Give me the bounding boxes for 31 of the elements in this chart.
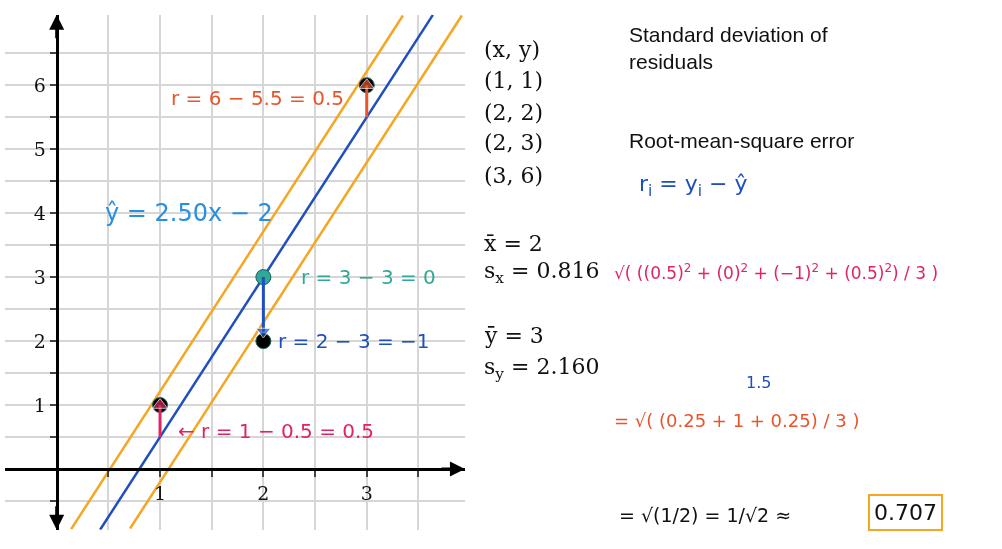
y-tick-label: 1 — [33, 393, 46, 416]
x-tick-label: 2 — [257, 481, 270, 504]
text: r$_{i}$ = y$_{i}$ − ŷ — [639, 171, 748, 200]
y-tick-label: 5 — [33, 137, 46, 160]
x-tick-label: 3 — [360, 481, 373, 504]
text: 1.5 — [746, 373, 772, 392]
text: (2, 3) — [484, 130, 544, 155]
y-tick-label: 2 — [33, 329, 46, 352]
annotation: r = 2 − 3 = −1 — [278, 329, 430, 353]
text: = √(1/2) = 1/√2 ≈ — [619, 504, 792, 526]
text: x̄ = 2 — [484, 231, 543, 256]
text: (2, 2) — [484, 100, 544, 125]
annotation: r = 3 − 3 = 0 — [301, 265, 436, 289]
annotation: ŷ = 2.50x − 2 — [105, 199, 273, 227]
annotation: r = 6 − 5.5 = 0.5 — [171, 86, 344, 110]
text: ȳ = 3 — [484, 323, 544, 348]
y-tick-label: 3 — [33, 265, 46, 288]
text: Standard deviation of residuals — [629, 23, 828, 74]
text: 0.707 — [874, 500, 937, 525]
text: s$_{x}$ = 0.816 — [484, 258, 600, 287]
text: (1, 1) — [484, 68, 544, 93]
text: (x, y) — [484, 37, 540, 62]
text: √( ((0.5)$^{2}$ + (0)$^{2}$ + (−1)$^{2}$ + (0.5)$^{2}$) / 3 ) — [614, 261, 939, 284]
annotation: ← r = 1 − 0.5 = 0.5 — [178, 419, 375, 443]
y-tick-label: 4 — [33, 201, 46, 224]
x-tick-label: 1 — [153, 481, 167, 504]
text: Root-mean-square error — [629, 129, 855, 152]
y-tick-label: 6 — [33, 73, 46, 96]
text: s$_{y}$ = 2.160 — [484, 354, 600, 383]
text: = √( (0.25 + 1 + 0.25) / 3 ) — [614, 410, 860, 431]
text: (3, 6) — [484, 163, 544, 188]
